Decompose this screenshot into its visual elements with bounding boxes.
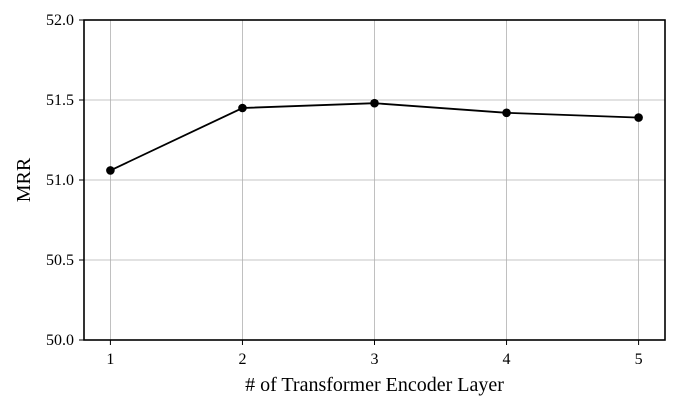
y-tick-label: 51.5: [46, 92, 74, 109]
y-tick-label: 51.0: [46, 172, 74, 189]
data-point: [106, 166, 115, 175]
data-point: [634, 113, 643, 122]
y-axis-label: MRR: [13, 157, 35, 202]
y-axis-ticks: 50.0 50.5 51.0 51.5 52.0: [46, 12, 84, 349]
x-tick-label: 5: [635, 351, 643, 368]
grid-lines: [84, 19, 665, 341]
y-tick-label: 52.0: [46, 12, 74, 29]
data-point: [502, 108, 511, 118]
x-tick-label: 1: [106, 351, 114, 368]
x-tick-label: 3: [371, 351, 379, 368]
x-tick-label: 2: [238, 351, 246, 368]
y-tick-label: 50.0: [46, 332, 74, 349]
y-tick-label: 50.5: [46, 252, 74, 269]
data-point: [370, 98, 379, 108]
x-axis-label: # of Transformer Encoder Layer: [245, 374, 504, 396]
series-layer: [106, 98, 643, 175]
x-tick-label: 4: [503, 351, 511, 368]
x-axis-ticks: 1 2 3 4 5: [106, 340, 643, 368]
data-point: [238, 103, 247, 113]
